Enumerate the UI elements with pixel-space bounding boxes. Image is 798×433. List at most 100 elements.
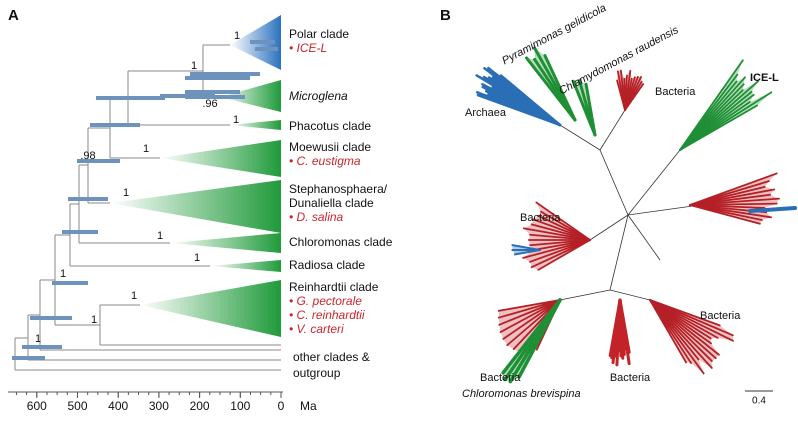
tree-label: Bacteria bbox=[520, 212, 561, 224]
branch bbox=[679, 104, 759, 151]
branch bbox=[559, 124, 601, 151]
clade-label: Polar clade bbox=[289, 27, 349, 41]
support-value: 1 bbox=[131, 290, 137, 302]
clade-label: outgroup bbox=[293, 366, 341, 380]
clade-triangle bbox=[210, 260, 281, 272]
species-label: • V. carteri bbox=[289, 322, 344, 336]
clade-triangle bbox=[140, 280, 281, 337]
scale-label: 0.4 bbox=[752, 396, 766, 407]
branch bbox=[497, 299, 561, 319]
branch bbox=[499, 74, 562, 127]
clade-label: Phacotus clade bbox=[289, 119, 371, 133]
age-bar bbox=[185, 95, 245, 99]
panel-label: A bbox=[8, 7, 19, 24]
support-value: .98 bbox=[80, 150, 95, 162]
species-label: • C. eustigma bbox=[289, 154, 361, 168]
support-value: 1 bbox=[233, 114, 239, 126]
branch bbox=[608, 298, 622, 358]
clade-label: Dunaliella clade bbox=[289, 196, 374, 210]
tree-label: Bacteria bbox=[610, 372, 651, 384]
support-value: 1 bbox=[234, 30, 240, 42]
clade-label: Stephanosphaera/ bbox=[289, 182, 388, 196]
species-label: • C. reinhardtii bbox=[289, 308, 365, 322]
branch bbox=[559, 289, 611, 301]
branch bbox=[530, 239, 591, 269]
tick-label: 600 bbox=[27, 399, 47, 413]
branch bbox=[624, 83, 645, 111]
branch bbox=[501, 298, 562, 375]
tree-label: Bacteria bbox=[480, 372, 521, 384]
age-bar bbox=[250, 40, 275, 44]
clade-triangle bbox=[160, 140, 281, 177]
tree-label: Bacteria bbox=[700, 310, 741, 322]
support-value: 1 bbox=[35, 333, 41, 345]
branch bbox=[522, 239, 591, 259]
age-bar bbox=[22, 345, 62, 349]
branch bbox=[499, 299, 561, 333]
support-value: 1 bbox=[191, 60, 197, 72]
branch bbox=[627, 204, 701, 216]
branch bbox=[584, 82, 597, 137]
support-value: 1 bbox=[157, 230, 163, 242]
age-bar bbox=[30, 316, 72, 320]
branch bbox=[627, 149, 681, 216]
branch bbox=[609, 214, 629, 291]
branch bbox=[535, 201, 591, 241]
age-bar bbox=[77, 159, 120, 163]
tree-label: Chloromonas brevispina bbox=[462, 388, 581, 400]
clade-label: other clades & bbox=[293, 350, 370, 364]
tree-label: ICE-L bbox=[750, 72, 779, 84]
panel-a: 600 500 400 300 200 100 0 Ma 1 1 .96 1 1 .98 1 1 1 1 1 1 1 Po… bbox=[8, 15, 393, 413]
species-label: • ICE-L bbox=[289, 41, 327, 55]
branch bbox=[649, 299, 687, 364]
age-bar bbox=[68, 197, 108, 201]
clade-label: Radiosa clade bbox=[289, 258, 365, 272]
clade-triangle bbox=[110, 180, 281, 233]
age-bar bbox=[255, 47, 278, 51]
clade-label: Reinhardtii clade bbox=[289, 280, 379, 294]
tick-label: 200 bbox=[190, 399, 210, 413]
age-bar bbox=[52, 281, 88, 285]
tree-label: Archaea bbox=[465, 107, 507, 119]
clade-label: Microglena bbox=[289, 89, 348, 103]
tick-label: 400 bbox=[108, 399, 128, 413]
branch bbox=[498, 299, 561, 326]
branch bbox=[529, 239, 591, 263]
tree-label: Bacteria bbox=[655, 86, 696, 98]
axis-unit: Ma bbox=[300, 399, 317, 413]
support-value: 1 bbox=[91, 314, 97, 326]
age-bar bbox=[90, 123, 140, 127]
branch bbox=[506, 299, 561, 347]
tick-label: 500 bbox=[67, 399, 87, 413]
age-bar bbox=[190, 72, 260, 76]
branch bbox=[502, 299, 561, 340]
clade-label: Moewusii clade bbox=[289, 140, 371, 154]
branch bbox=[589, 214, 629, 241]
support-value: 1 bbox=[123, 187, 129, 199]
age-bar bbox=[185, 76, 250, 80]
clade-triangle bbox=[230, 120, 281, 130]
species-label: • G. pectorale bbox=[289, 294, 362, 308]
age-bar bbox=[185, 90, 240, 94]
branch bbox=[497, 299, 561, 312]
clade-label: Chloromonas clade bbox=[289, 235, 393, 249]
support-value: .96 bbox=[202, 98, 217, 110]
branch bbox=[599, 109, 626, 151]
tick-label: 300 bbox=[149, 399, 169, 413]
tree-label: Pyramimonas gelidicola bbox=[500, 2, 608, 67]
branch bbox=[511, 244, 541, 251]
species-label: • D. salina bbox=[289, 210, 344, 224]
branch bbox=[599, 149, 629, 216]
branch bbox=[627, 214, 661, 261]
panel-label: B bbox=[440, 7, 451, 24]
support-value: 1 bbox=[60, 268, 66, 280]
age-bar bbox=[62, 230, 98, 234]
tick-label: 100 bbox=[230, 399, 250, 413]
branch bbox=[748, 206, 797, 213]
clade-triangle bbox=[220, 80, 281, 112]
branch bbox=[543, 54, 577, 122]
branch bbox=[609, 289, 651, 301]
branch bbox=[522, 227, 591, 241]
